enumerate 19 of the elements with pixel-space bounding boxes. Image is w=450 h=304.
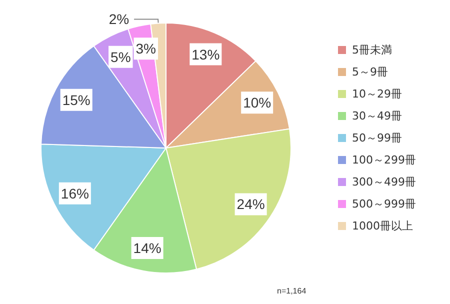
legend-label: 100～299冊 — [352, 154, 416, 166]
legend-label: 500～999冊 — [352, 198, 416, 210]
legend-label: 1000冊以上 — [352, 220, 413, 232]
data-label: 15% — [62, 92, 90, 108]
legend-label: 300～499冊 — [352, 176, 416, 188]
data-label: 10% — [243, 94, 272, 111]
data-label: 14% — [133, 240, 162, 256]
data-label: 24% — [236, 196, 265, 212]
data-label: 16% — [60, 185, 89, 202]
legend-label: 5～9冊 — [352, 66, 388, 78]
legend-label: 5冊未満 — [352, 44, 392, 56]
data-label: 13% — [192, 46, 220, 62]
legend-label: 50～99冊 — [352, 132, 402, 144]
text: n=1,164 — [277, 286, 307, 296]
data-label: 2% — [108, 11, 130, 28]
legend-label: 10～29冊 — [352, 88, 402, 100]
data-label: 5% — [110, 48, 131, 65]
data-label: 3% — [136, 40, 156, 57]
legend-label: 30～49冊 — [352, 110, 402, 122]
